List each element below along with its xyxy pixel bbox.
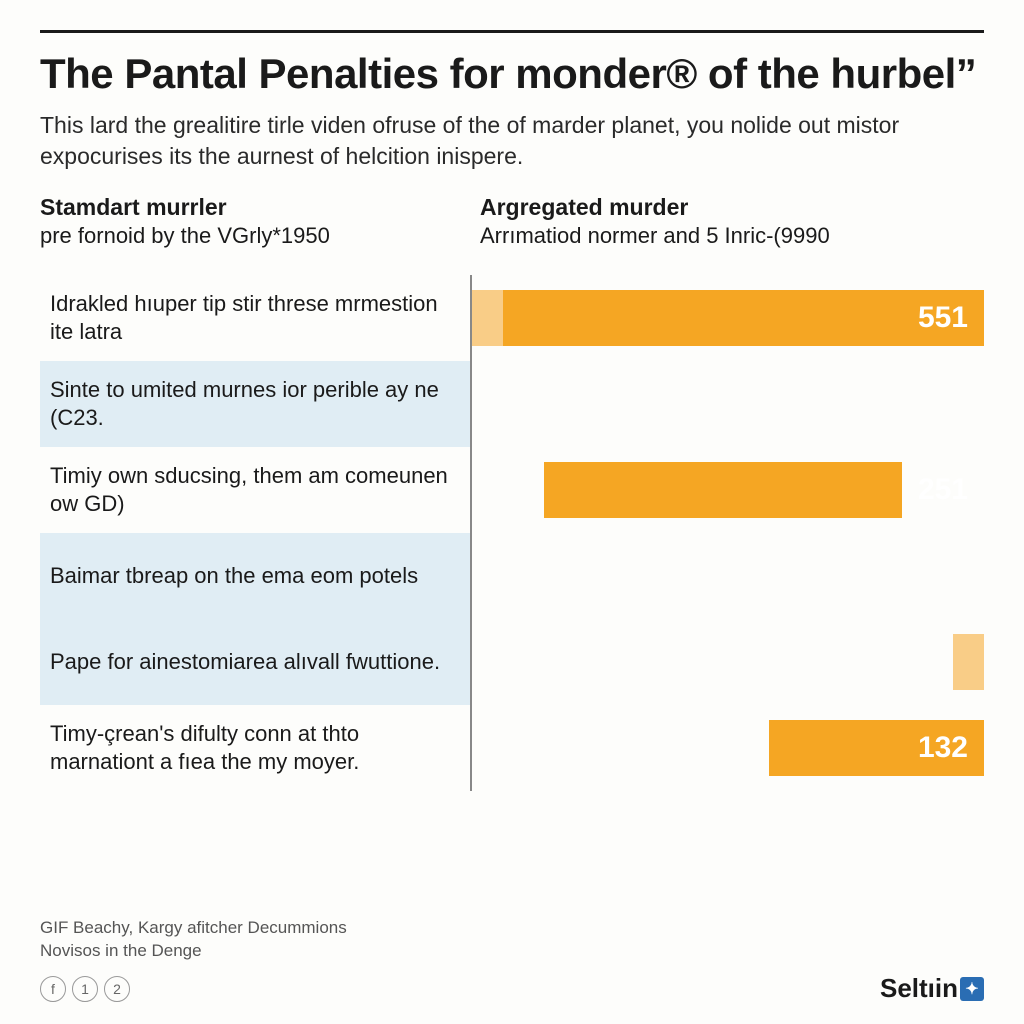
bar-area: 251 (470, 447, 984, 533)
bar-area (470, 361, 984, 447)
chart-row: Timy-çrean's difulty conn at thto marnat… (40, 705, 984, 791)
footer: GIF Beachy, Kargy afitcher Decummions No… (40, 917, 984, 1004)
right-column-header: Argregated murder Arrımatiod normer and … (480, 194, 984, 275)
bar-segment (503, 290, 984, 346)
subhead: This lard the grealitire tirle viden ofr… (40, 110, 960, 172)
row-label: Idrakled hıuper tip stir threse mrmestio… (40, 275, 470, 361)
bar-segment (544, 462, 902, 518)
social-share-2-icon[interactable]: 2 (104, 976, 130, 1002)
row-label: Sinte to umited murnes ior perible ay ne… (40, 361, 470, 447)
footer-source: GIF Beachy, Kargy afitcher Decummions No… (40, 917, 984, 963)
footer-bottom: f 1 2 Seltıin✦ (40, 973, 984, 1004)
chart-row: Baimar tbreap on the ema eom potels (40, 533, 984, 619)
bar-segment (472, 290, 503, 346)
bar-wrap (472, 290, 984, 346)
source-line-2: Novisos in the Denge (40, 941, 202, 960)
bar-area: 551 (470, 275, 984, 361)
row-label: Timy-çrean's difulty conn at thto marnat… (40, 705, 470, 791)
bar-wrap (472, 720, 984, 776)
social-share-1-icon[interactable]: 1 (72, 976, 98, 1002)
left-column-header: Stamdart murrler pre fornoid by the VGrl… (40, 194, 480, 275)
left-col-heading: Stamdart murrler (40, 194, 470, 221)
brand-text: Seltıin (880, 973, 958, 1004)
headline: The Pantal Penalties for monder® of the … (40, 51, 984, 96)
bar-wrap (472, 462, 984, 518)
row-label: Pape for ainestomiarea alıvall fwuttione… (40, 619, 470, 705)
bar-area (470, 533, 984, 619)
columns-header: Stamdart murrler pre fornoid by the VGrl… (40, 194, 984, 275)
bar-segment (953, 634, 984, 690)
row-label: Timiy own sducsing, them am comeunen ow … (40, 447, 470, 533)
brand-mark-icon: ✦ (960, 977, 984, 1001)
bar-value: 132 (918, 731, 984, 765)
bar-value: 251 (918, 473, 984, 507)
source-line-1: GIF Beachy, Kargy afitcher Decummions (40, 918, 347, 937)
bar-wrap (472, 634, 984, 690)
row-label: Baimar tbreap on the ema eom potels (40, 533, 470, 619)
bar-area (470, 619, 984, 705)
chart-row: Idrakled hıuper tip stir threse mrmestio… (40, 275, 984, 361)
bar-value: 551 (918, 301, 984, 335)
social-facebook-icon[interactable]: f (40, 976, 66, 1002)
top-rule (40, 30, 984, 33)
chart-row: Pape for ainestomiarea alıvall fwuttione… (40, 619, 984, 705)
chart-row: Timiy own sducsing, them am comeunen ow … (40, 447, 984, 533)
bar-area: 132 (470, 705, 984, 791)
left-col-sub: pre fornoid by the VGrly*1950 (40, 223, 470, 249)
chart-row: Sinte to umited murnes ior perible ay ne… (40, 361, 984, 447)
right-col-heading: Argregated murder (480, 194, 984, 221)
brand-logo: Seltıin✦ (880, 973, 984, 1004)
social-icons: f 1 2 (40, 976, 130, 1002)
chart-rows: Idrakled hıuper tip stir threse mrmestio… (40, 275, 984, 791)
right-col-sub: Arrımatiod normer and 5 Inric-(9990 (480, 223, 984, 249)
